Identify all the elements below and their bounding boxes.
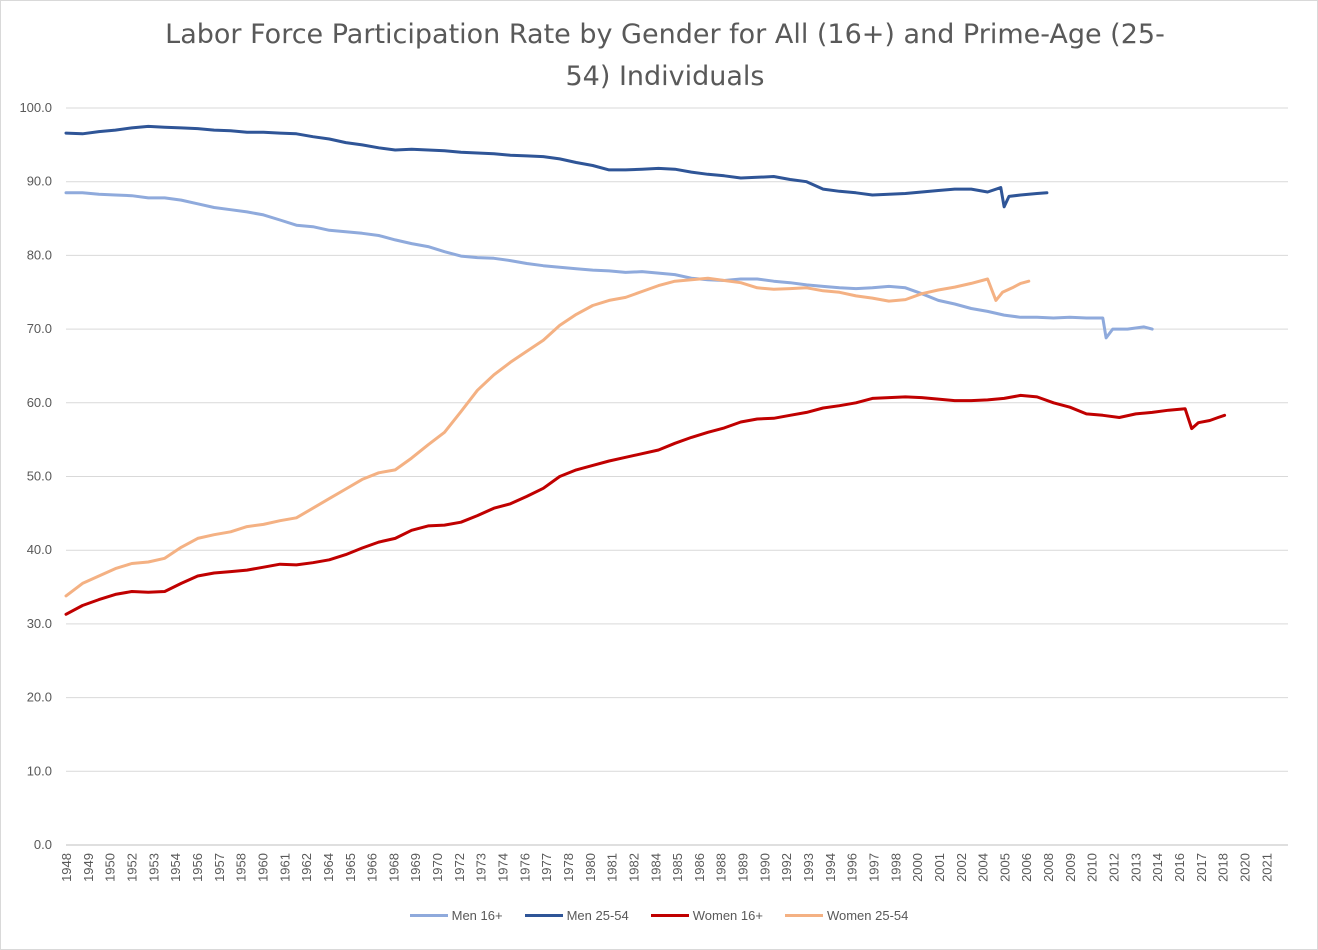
x-tick-label: 2005: [997, 853, 1012, 882]
x-tick-label: 2016: [1172, 853, 1187, 882]
y-tick-label: 50.0: [27, 469, 52, 484]
chart-legend: Men 16+ Men 25-54 Women 16+ Women 25-54: [0, 908, 1318, 923]
y-tick-label: 30.0: [27, 616, 52, 631]
series-line-women-25-54: [64, 276, 1031, 598]
y-tick-label: 60.0: [27, 395, 52, 410]
x-tick-label: 1989: [736, 853, 751, 882]
x-tick-label: 2017: [1194, 853, 1209, 882]
chart-title-line-2: 54) Individuals: [565, 61, 765, 92]
x-tick-label: 1960: [255, 853, 270, 882]
legend-swatch: [524, 914, 563, 917]
legend-label: Men 25-54: [566, 908, 629, 923]
x-tick-label: 1968: [386, 853, 401, 882]
x-tick-label: 2021: [1259, 853, 1274, 882]
series-line-men-25-54: [64, 124, 1049, 209]
x-tick-label: 1949: [81, 853, 96, 882]
legend-label: Women 25-54: [826, 908, 909, 923]
x-tick-label: 2000: [910, 853, 925, 882]
x-tick-label: 1997: [866, 853, 881, 882]
legend-item: Women 16+: [650, 908, 763, 923]
legend-item: Women 25-54: [784, 908, 909, 923]
x-tick-label: 1954: [168, 853, 183, 882]
y-tick-label: 80.0: [27, 247, 52, 262]
y-tick-label: 70.0: [27, 321, 52, 336]
x-tick-label: 1976: [517, 853, 532, 882]
x-tick-label: 1961: [277, 853, 292, 882]
x-tick-label: 2014: [1150, 853, 1165, 882]
x-tick-label: 1998: [888, 853, 903, 882]
x-tick-label: 2004: [976, 853, 991, 882]
x-tick-label: 2010: [1085, 853, 1100, 882]
legend-item: Men 25-54: [524, 908, 629, 923]
x-tick-label: 2012: [1107, 853, 1122, 882]
y-tick-label: 0.0: [34, 837, 52, 852]
x-tick-label: 1948: [59, 853, 74, 882]
x-tick-label: 1978: [561, 853, 576, 882]
series-line-women-16: [64, 393, 1227, 616]
x-tick-label: 1973: [474, 853, 489, 882]
x-tick-label: 1996: [845, 853, 860, 882]
x-tick-label: 1992: [779, 853, 794, 882]
x-tick-label: 2006: [1019, 853, 1034, 882]
x-tick-label: 1962: [299, 853, 314, 882]
x-tick-label: 1982: [626, 853, 641, 882]
x-tick-label: 1964: [321, 853, 336, 882]
x-tick-label: 1952: [125, 853, 140, 882]
x-tick-label: 1965: [343, 853, 358, 882]
x-tick-label: 1972: [452, 853, 467, 882]
x-tick-label: 2020: [1237, 853, 1252, 882]
x-tick-label: 1990: [757, 853, 772, 882]
x-tick-label: 1957: [212, 853, 227, 882]
y-tick-label: 10.0: [27, 763, 52, 778]
gridlines: [66, 107, 1288, 846]
legend-swatch: [650, 914, 689, 917]
x-tick-label: 1958: [234, 853, 249, 882]
chart-title-line-1: Labor Force Participation Rate by Gender…: [165, 19, 1165, 50]
x-tick-label: 1994: [823, 853, 838, 882]
x-tick-label: 1969: [408, 853, 423, 882]
x-tick-label: 1986: [692, 853, 707, 882]
x-tick-label: 1988: [714, 853, 729, 882]
y-tick-label: 90.0: [27, 174, 52, 189]
x-axis-tick-labels: 1948 1949 1950 1952 1953 1954 1956 1957 1958 1960…: [59, 853, 1274, 882]
x-tick-label: 1984: [648, 853, 663, 882]
x-tick-label: 2018: [1216, 853, 1231, 882]
x-tick-label: 1981: [605, 853, 620, 882]
y-tick-label: 100.0: [19, 100, 52, 115]
legend-label: Men 16+: [451, 908, 503, 923]
x-tick-label: 1980: [583, 853, 598, 882]
y-tick-label: 40.0: [27, 542, 52, 557]
x-tick-label: 1993: [801, 853, 816, 882]
x-tick-label: 1970: [430, 853, 445, 882]
legend-item: Men 16+: [409, 908, 503, 923]
x-tick-label: 1966: [365, 853, 380, 882]
y-axis-tick-labels: 0.0 10.0 20.0 30.0 40.0 50.0 60.0 70.0 80.0 90.0 1…: [19, 100, 52, 852]
chart-title: Labor Force Participation Rate by Gender…: [60, 14, 1270, 98]
x-tick-label: 1950: [103, 853, 118, 882]
x-tick-label: 2001: [932, 853, 947, 882]
legend-label: Women 16+: [692, 908, 763, 923]
y-tick-label: 20.0: [27, 690, 52, 705]
legend-swatch: [784, 914, 823, 917]
series-lines: [64, 124, 1227, 616]
x-tick-label: 1956: [190, 853, 205, 882]
x-tick-label: 2008: [1041, 853, 1056, 882]
series-line-men-16: [64, 191, 1154, 340]
legend-swatch: [409, 914, 448, 917]
x-tick-label: 1953: [146, 853, 161, 882]
x-tick-label: 1977: [539, 853, 554, 882]
x-tick-label: 1985: [670, 853, 685, 882]
x-tick-label: 2009: [1063, 853, 1078, 882]
x-tick-label: 1974: [496, 853, 511, 882]
x-tick-label: 2013: [1128, 853, 1143, 882]
x-tick-label: 2002: [954, 853, 969, 882]
